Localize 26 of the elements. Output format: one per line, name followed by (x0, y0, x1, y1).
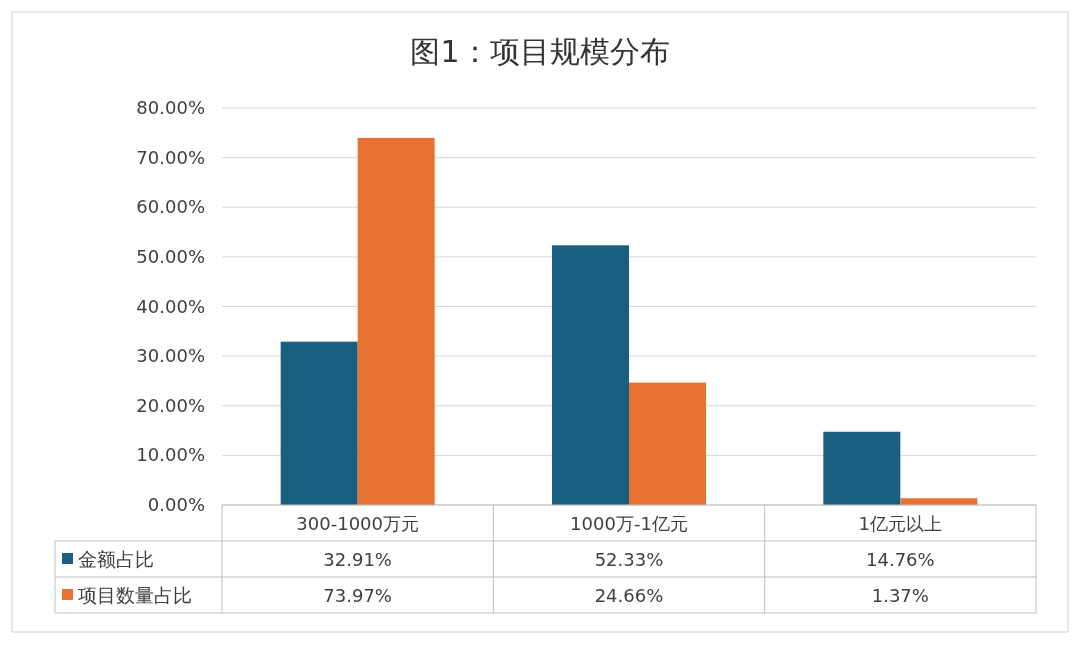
y-tick-label: 60.00% (136, 196, 205, 218)
x-tick-label: 1000万-1亿元 (570, 513, 688, 534)
y-tick-label: 70.00% (136, 146, 205, 168)
data-label: 14.76% (866, 549, 935, 570)
y-tick-label: 40.00% (136, 295, 205, 317)
data-label: 1.37% (871, 585, 929, 606)
y-tick-label: 30.00% (136, 345, 205, 367)
legend-label: 项目数量占比 (78, 584, 192, 606)
bar (552, 245, 629, 505)
y-tick-label: 80.00% (136, 97, 205, 118)
legend-label: 金额占比 (78, 548, 154, 570)
x-tick-label: 1亿元以上 (858, 513, 943, 534)
chart-title: 图1：项目规模分布 (410, 34, 670, 69)
y-tick-label: 10.00% (136, 444, 205, 466)
data-label: 52.33% (594, 549, 664, 570)
bar (357, 137, 435, 505)
y-tick-label: 20.00% (136, 394, 205, 416)
data-label: 24.66% (594, 585, 664, 606)
x-tick-label: 300-1000万元 (296, 513, 419, 534)
y-tick-label: 0.00% (147, 494, 205, 515)
bar (823, 431, 901, 505)
bar (629, 382, 706, 505)
data-label: 32.91% (323, 549, 392, 570)
bar (280, 341, 358, 505)
data-label: 73.97% (323, 585, 392, 606)
y-tick-label: 50.00% (136, 245, 205, 267)
